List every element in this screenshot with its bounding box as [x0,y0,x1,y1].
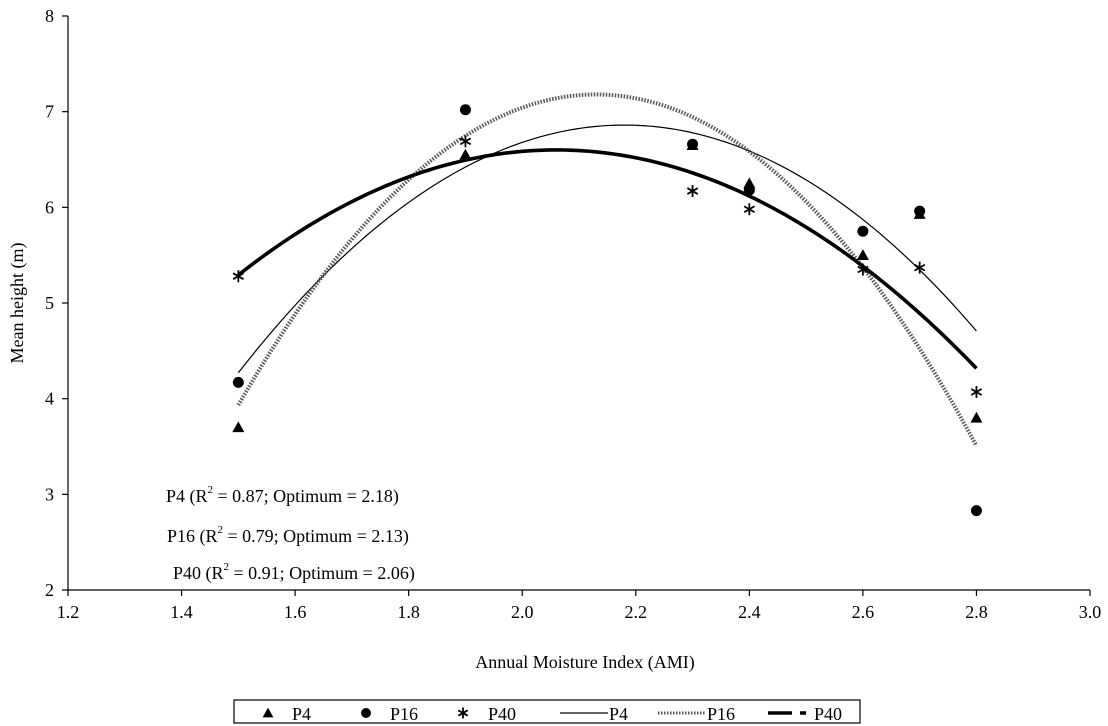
point-p40 [686,185,699,198]
y-tick-label: 5 [45,293,54,313]
legend-label-p16: P16 [707,704,735,724]
x-tick-label: 1.6 [284,602,307,622]
point-p16 [232,376,244,388]
data-points [232,104,983,517]
x-tick-label: 2.2 [625,602,648,622]
point-p4 [856,249,869,260]
x-axis-label: Annual Moisture Index (AMI) [475,652,694,673]
r2-annotation: P40 (R2 = 0.91; Optimum = 2.06) [173,561,415,584]
legend-box [233,699,861,724]
axes: 1.2 1.4 1.6 1.8 2.0 2.2 2.4 2.6 2.8 3.0 2 3 4 5 6 7 8 [45,6,1101,622]
legend-label-p40: P40 [488,704,516,724]
x-tick-label: 2.4 [738,602,761,622]
fit-curve-p40 [237,148,978,370]
x-tick-label: 2.8 [965,602,988,622]
y-tick-label: 4 [45,389,54,409]
annotations: P4 (R2 = 0.87; Optimum = 2.18) P16 (R2 = … [166,484,415,584]
legend-label-p40: P40 [814,704,842,724]
point-p16 [857,225,869,237]
y-tick-label: 2 [45,580,54,600]
y-axis-label: Mean height (m) [7,243,28,364]
point-p4 [232,421,245,433]
legend-symbol-p16 [361,708,371,718]
x-tick-label: 2.0 [511,602,534,622]
fit-curve-p16 [236,92,979,447]
r2-annotation: P4 (R2 = 0.87; Optimum = 2.18) [166,484,399,507]
x-tick-label: 1.2 [57,602,80,622]
legend-label-p16: P16 [390,704,418,724]
fit-curves [236,92,979,447]
y-tick-label: 3 [45,484,54,504]
point-p4 [459,148,472,160]
point-p16 [687,138,699,150]
fit-curve-p4 [237,124,977,374]
y-tick-label: 7 [45,102,54,122]
r2-annotation: P16 (R2 = 0.79; Optimum = 2.13) [167,524,409,547]
y-tick-label: 8 [45,6,54,26]
point-p40 [232,270,244,283]
legend-label-p4: P4 [292,704,311,724]
legend-symbol-p4 [262,707,274,718]
x-tick-label: 2.6 [852,602,875,622]
point-p16 [914,205,926,217]
point-p40 [459,135,472,148]
point-p40 [970,385,983,398]
legend-symbol-p40 [457,707,469,719]
y-tick-label: 6 [45,197,54,217]
point-p40 [857,263,869,276]
point-p40 [914,261,926,274]
point-p16 [459,104,471,116]
legend-label-p4: P4 [609,704,628,724]
point-p16 [970,505,982,517]
x-tick-label: 1.8 [397,602,420,622]
x-tick-label: 1.4 [170,602,193,622]
point-p40 [743,203,755,216]
x-tick-label: 3.0 [1079,602,1102,622]
point-p4 [970,411,983,423]
point-p16 [743,184,755,196]
legend: P4 P16 P40 P4 P16 P40 [233,699,861,724]
